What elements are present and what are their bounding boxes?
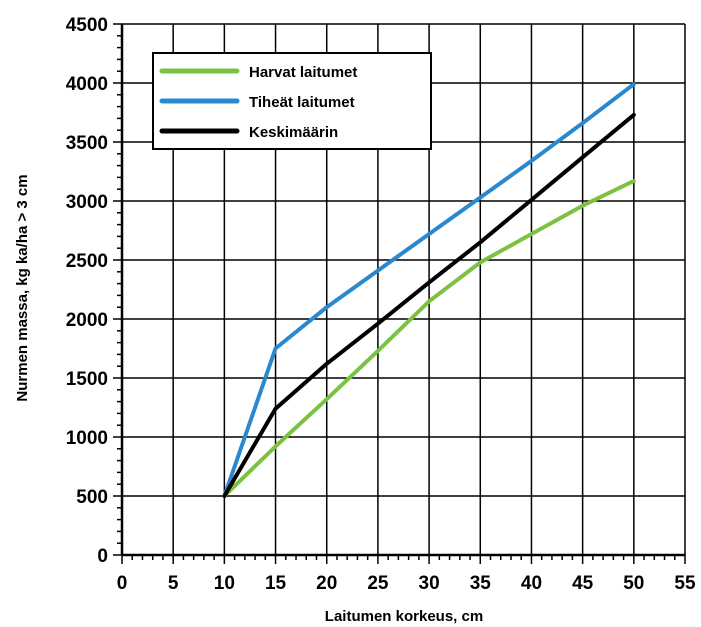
y-tick-label: 3000 — [66, 192, 108, 213]
series-line-0 — [222, 178, 636, 498]
x-tick-label: 5 — [168, 573, 179, 594]
x-tick-label: 45 — [572, 573, 594, 594]
x-tick-label: 50 — [623, 573, 644, 594]
x-tick-label: 30 — [419, 573, 440, 594]
x-tick-label: 15 — [265, 573, 287, 594]
y-tick-label: 1500 — [66, 369, 108, 390]
legend-label-2: Keskimäärin — [249, 124, 338, 141]
x-tick-label: 35 — [470, 573, 492, 594]
legend-label-0: Harvat laitumet — [249, 64, 357, 81]
y-tick-label: 3500 — [66, 133, 108, 154]
y-axis-title: Nurmen massa, kg ka/ha > 3 cm — [14, 174, 31, 401]
y-axis-ticks: 0 500 1000 1500 2000 2500 3000 3500 4000 4500 — [66, 15, 108, 567]
y-tick-label: 1000 — [66, 428, 108, 449]
legend-label-1: Tiheät laitumet — [249, 94, 355, 111]
x-tick-label: 20 — [316, 573, 337, 594]
y-tick-label: 4500 — [66, 15, 108, 36]
series-line-2 — [222, 112, 636, 498]
x-tick-label: 0 — [117, 573, 128, 594]
series-lines — [222, 82, 636, 498]
y-tick-label: 4000 — [66, 74, 108, 95]
y-tick-label: 2500 — [66, 251, 108, 272]
y-tick-label: 0 — [97, 546, 108, 567]
x-axis-ticks: 0 5 10 15 20 25 30 35 40 45 50 55 — [117, 573, 696, 594]
y-tick-label: 500 — [76, 487, 108, 508]
x-tick-label: 25 — [367, 573, 389, 594]
legend: Harvat laitumet Tiheät laitumet Keskimääri… — [152, 52, 432, 150]
axes — [113, 23, 686, 564]
series-line-1 — [222, 82, 636, 498]
x-tick-label: 10 — [214, 573, 235, 594]
y-tick-label: 2000 — [66, 310, 108, 331]
x-tick-label: 40 — [521, 573, 542, 594]
x-tick-label: 55 — [674, 573, 696, 594]
x-axis-title: Laitumen korkeus, cm — [325, 608, 483, 625]
